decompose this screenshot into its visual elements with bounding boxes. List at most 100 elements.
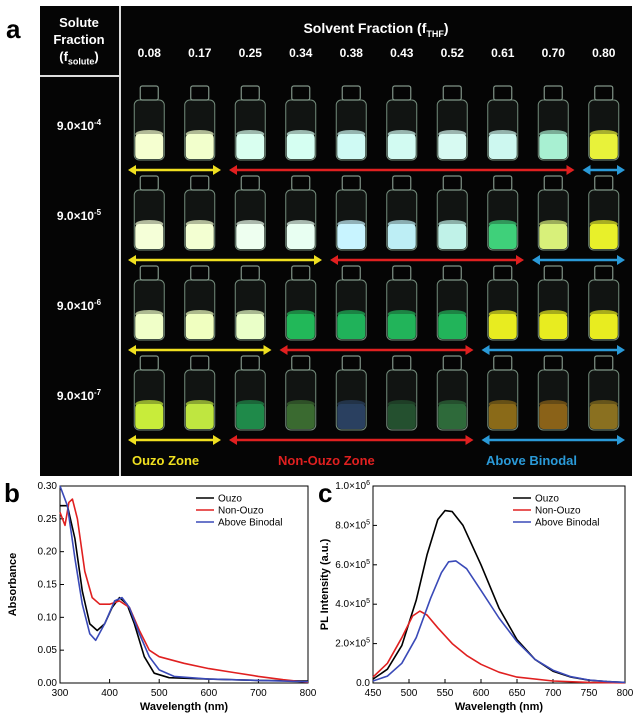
blue-zone-arrow xyxy=(583,165,626,175)
vial-cap xyxy=(544,176,562,190)
solute-header-line1: Solute xyxy=(40,14,118,31)
vial-meniscus xyxy=(337,400,365,408)
solute-fraction-base: 9.0×10 xyxy=(57,119,94,133)
vial-cap xyxy=(241,356,259,370)
vial xyxy=(387,176,417,250)
vial-meniscus xyxy=(287,220,315,228)
vial-cap xyxy=(595,86,613,100)
vial-cap xyxy=(393,86,411,100)
solute-header-close: ) xyxy=(94,49,98,64)
zone-arrow-head-left xyxy=(482,345,490,355)
zone-arrow-head-left xyxy=(128,165,136,175)
vial-cap xyxy=(544,266,562,280)
vial-meniscus xyxy=(438,400,466,408)
solvent-fraction-value: 0.70 xyxy=(528,46,579,60)
solute-fraction-value: 9.0×10-6 xyxy=(44,298,114,313)
yellow-zone-arrow xyxy=(128,255,322,265)
solvent-fraction-value: 0.61 xyxy=(478,46,529,60)
y-tick-mantissa: 0.0 xyxy=(356,678,370,689)
vial-meniscus xyxy=(135,400,163,408)
vial-meniscus xyxy=(236,130,264,138)
vial xyxy=(286,356,316,430)
vial-meniscus xyxy=(388,220,416,228)
vial-meniscus xyxy=(438,220,466,228)
legend-entry: Above Binodal xyxy=(535,518,600,529)
zone-arrow-head-left xyxy=(280,345,288,355)
zone-arrow-head-left xyxy=(128,345,136,355)
y-tick-label: 0.25 xyxy=(38,514,58,525)
vial xyxy=(437,176,467,250)
vial xyxy=(336,86,366,160)
zone-arrow-head-right xyxy=(567,165,575,175)
y-tick-label: 0.0 xyxy=(356,678,370,689)
y-tick-label: 0.15 xyxy=(38,580,58,591)
legend-entry: Non-Ouzo xyxy=(218,506,264,517)
vial xyxy=(235,356,265,430)
vial xyxy=(387,86,417,160)
vial-meniscus xyxy=(590,400,618,408)
vial-cap xyxy=(342,176,360,190)
vial-cap xyxy=(494,266,512,280)
vial-cap xyxy=(393,176,411,190)
vial-meniscus xyxy=(590,220,618,228)
blue-zone-arrow xyxy=(482,435,626,445)
vial-cap xyxy=(443,176,461,190)
solute-fraction-base: 9.0×10 xyxy=(57,389,94,403)
x-tick-label: 700 xyxy=(545,688,562,699)
vial-cap xyxy=(393,356,411,370)
y-tick-exponent: 6 xyxy=(366,480,370,487)
solvent-fraction-value: 0.52 xyxy=(427,46,478,60)
zone-arrow-head-right xyxy=(617,435,625,445)
vial xyxy=(134,86,164,160)
vial-meniscus xyxy=(186,130,214,138)
vial-cap xyxy=(342,356,360,370)
x-tick-label: 800 xyxy=(300,688,317,699)
vial-cap xyxy=(595,176,613,190)
vial-cap xyxy=(241,86,259,100)
y-tick-label: 4.0×105 xyxy=(335,598,370,610)
solvent-fraction-value: 0.08 xyxy=(124,46,175,60)
vial xyxy=(235,86,265,160)
y-tick-label: 0.30 xyxy=(38,481,58,492)
panel-a-label: a xyxy=(6,14,20,45)
blue-zone-arrow xyxy=(532,255,625,265)
x-axis-label: Wavelength (nm) xyxy=(455,701,544,713)
vial-meniscus xyxy=(287,400,315,408)
zone-arrow-head-left xyxy=(128,435,136,445)
y-tick-exponent: 5 xyxy=(366,559,370,566)
vial-meniscus xyxy=(539,220,567,228)
y-tick-label: 0.00 xyxy=(38,678,58,689)
solute-header-subscript: solute xyxy=(68,57,95,67)
x-tick-label: 450 xyxy=(365,688,382,699)
solvent-fraction-value: 0.17 xyxy=(175,46,226,60)
solvent-header-text: Solvent Fraction (f xyxy=(303,20,426,36)
zone-arrow-head-right xyxy=(466,435,474,445)
y-tick-mantissa: 6.0×10 xyxy=(335,560,366,571)
vial xyxy=(185,356,215,430)
zone-label: Non-Ouzo Zone xyxy=(278,453,375,468)
solute-fraction-exponent: -4 xyxy=(94,118,101,127)
vial xyxy=(134,176,164,250)
yellow-zone-arrow xyxy=(128,345,272,355)
x-tick-label: 600 xyxy=(200,688,217,699)
vial xyxy=(437,356,467,430)
vial xyxy=(589,176,619,250)
solvent-header-close: ) xyxy=(444,20,449,36)
vial-cap xyxy=(494,86,512,100)
vial xyxy=(488,176,518,250)
vial-meniscus xyxy=(135,310,163,318)
vial-cap xyxy=(140,356,158,370)
vial xyxy=(185,266,215,340)
vial xyxy=(538,266,568,340)
vial-meniscus xyxy=(539,130,567,138)
vial xyxy=(437,86,467,160)
vial-cap xyxy=(342,266,360,280)
vial-meniscus xyxy=(489,310,517,318)
vial-meniscus xyxy=(438,310,466,318)
vial-meniscus xyxy=(590,130,618,138)
vial-cap xyxy=(191,266,209,280)
red-zone-arrow xyxy=(229,435,474,445)
vial xyxy=(538,86,568,160)
vial xyxy=(336,176,366,250)
blue-zone-arrow xyxy=(482,345,626,355)
